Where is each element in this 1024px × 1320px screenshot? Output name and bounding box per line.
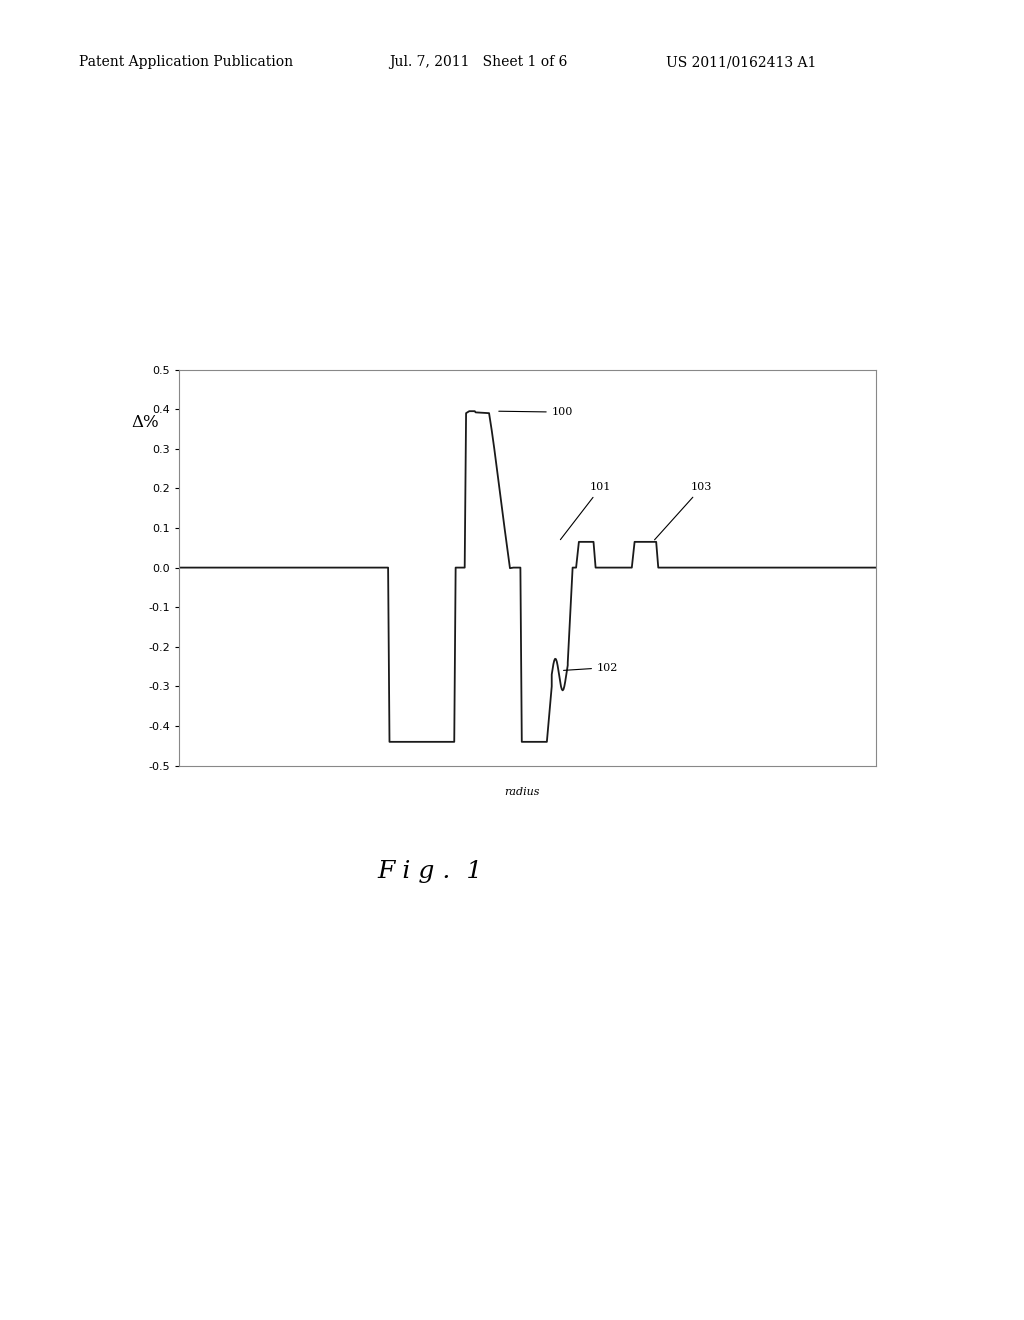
Text: radius: radius [505,787,540,797]
Text: 102: 102 [563,663,618,673]
Text: Patent Application Publication: Patent Application Publication [79,55,293,70]
Text: Δ%: Δ% [131,414,159,430]
Text: Jul. 7, 2011   Sheet 1 of 6: Jul. 7, 2011 Sheet 1 of 6 [389,55,567,70]
Text: US 2011/0162413 A1: US 2011/0162413 A1 [666,55,816,70]
Text: 103: 103 [654,482,713,540]
Text: 100: 100 [499,407,573,417]
Text: F i g .  1: F i g . 1 [378,859,482,883]
Text: 101: 101 [560,482,611,540]
